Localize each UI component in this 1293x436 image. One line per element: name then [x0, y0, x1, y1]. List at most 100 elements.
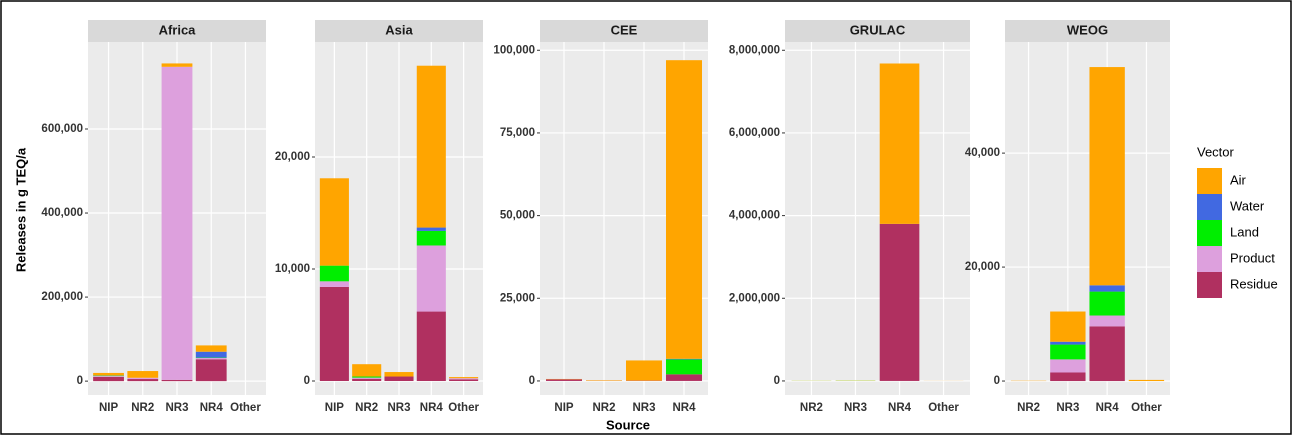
y-tick-label: 50,000	[500, 210, 535, 222]
x-tick-label: NR3	[387, 402, 410, 414]
bar-segment	[666, 60, 702, 359]
x-tick-label: NIP	[554, 402, 574, 414]
bar-segment	[93, 376, 124, 382]
facet-title: CEE	[611, 22, 638, 37]
y-tick-label: 0	[304, 375, 310, 387]
bar-segment	[879, 63, 920, 224]
bar-segment	[1089, 67, 1125, 286]
bar-segment	[1089, 285, 1125, 292]
facet-title: Africa	[159, 22, 197, 37]
legend-label: Product	[1230, 250, 1275, 265]
bar-segment	[319, 281, 349, 287]
legend-label: Land	[1230, 224, 1259, 239]
x-tick-label: Other	[928, 402, 959, 414]
bar-segment	[195, 358, 227, 360]
y-axis-label: Releases in g TEQ/a	[13, 147, 28, 272]
strip	[1005, 20, 1170, 42]
y-tick-label: 25,000	[500, 292, 535, 304]
y-tick-label: 2,000,000	[729, 292, 780, 304]
legend-label: Residue	[1230, 276, 1278, 291]
x-tick-label: NR3	[1056, 402, 1079, 414]
legend-key	[1197, 220, 1222, 246]
y-tick-label: 8,000,000	[729, 44, 780, 56]
legend-label: Water	[1230, 198, 1265, 213]
bar-segment	[384, 376, 414, 382]
x-tick-label: NR2	[355, 402, 378, 414]
x-tick-label: NR4	[888, 402, 912, 414]
bar-segment	[666, 358, 702, 360]
y-tick-label: 20,000	[275, 151, 310, 163]
bar-segment	[626, 360, 662, 381]
bar-segment	[1128, 379, 1165, 382]
bar-segment	[93, 372, 124, 376]
panel	[785, 42, 970, 395]
bar-segment	[127, 377, 159, 380]
bar-segment	[879, 223, 920, 381]
y-tick-label: 4,000,000	[729, 210, 780, 222]
bar-segment	[449, 379, 479, 382]
bar-segment	[416, 245, 446, 312]
bar-segment	[1050, 341, 1086, 345]
bar-segment	[384, 372, 414, 377]
bar-segment	[449, 377, 479, 379]
y-tick-label: 40,000	[965, 147, 1000, 159]
bar-segment	[1050, 344, 1086, 360]
bar-segment	[352, 377, 382, 379]
bar-segment	[319, 286, 349, 382]
bar-segment	[161, 379, 193, 382]
bar-segment	[1089, 291, 1125, 316]
x-tick-label: NR4	[1096, 402, 1120, 414]
strip	[88, 20, 266, 42]
bar-segment	[416, 227, 446, 231]
strip	[785, 20, 970, 42]
legend-key	[1197, 246, 1222, 272]
bar-segment	[1089, 326, 1125, 382]
y-tick-label: 0	[994, 375, 1000, 387]
bar-segment	[319, 265, 349, 282]
bar-segment	[666, 374, 702, 381]
y-tick-label: 20,000	[965, 261, 1000, 273]
y-tick-label: 600,000	[41, 123, 83, 135]
x-tick-label: NR2	[800, 402, 823, 414]
bar-segment	[1089, 315, 1125, 327]
facet-title: WEOG	[1067, 22, 1108, 37]
x-tick-label: Other	[1131, 402, 1162, 414]
y-tick-label: 6,000,000	[729, 127, 780, 139]
legend-title: Vector	[1197, 144, 1235, 159]
y-tick-label: 200,000	[41, 291, 83, 303]
y-tick-label: 100,000	[493, 44, 535, 56]
y-tick-label: 0	[529, 375, 535, 387]
x-tick-label: NR4	[420, 402, 444, 414]
bar-segment	[127, 371, 159, 378]
x-tick-label: NR2	[131, 402, 154, 414]
bar-segment	[195, 345, 227, 352]
x-tick-label: Other	[448, 402, 479, 414]
bar-segment	[352, 376, 382, 378]
facet-title: Asia	[385, 22, 413, 37]
legend-key	[1197, 194, 1222, 220]
y-tick-label: 0	[77, 375, 83, 387]
x-tick-label: NR3	[632, 402, 655, 414]
legend-label: Air	[1230, 172, 1247, 187]
bar-segment	[1050, 372, 1086, 382]
x-tick-label: NR3	[165, 402, 188, 414]
strip	[540, 20, 708, 42]
bar-segment	[546, 379, 582, 381]
bar-segment	[449, 378, 479, 380]
bar-segment	[161, 66, 193, 380]
bar-segment	[1050, 311, 1086, 342]
bar-segment	[1050, 359, 1086, 373]
bar-segment	[352, 378, 382, 382]
bar-segment	[416, 311, 446, 382]
y-tick-label: 0	[774, 375, 780, 387]
x-tick-label: NR2	[1017, 402, 1040, 414]
bar-segment	[416, 230, 446, 246]
x-tick-label: NR2	[592, 402, 615, 414]
facet-title: GRULAC	[850, 22, 906, 37]
legend-key	[1197, 272, 1222, 298]
x-tick-label: NIP	[99, 402, 119, 414]
legend-key	[1197, 168, 1222, 194]
x-tick-label: NR3	[844, 402, 867, 414]
